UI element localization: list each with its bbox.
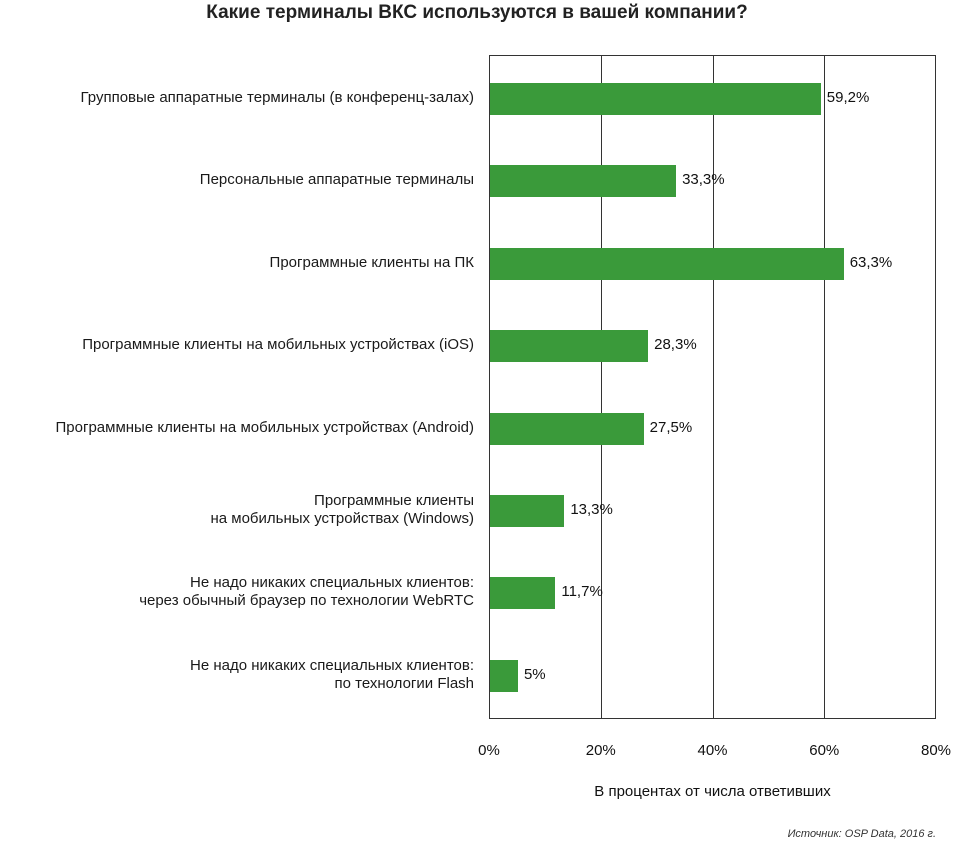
gridline — [712, 56, 714, 718]
category-label-line: Программные клиенты на мобильных устройс… — [55, 418, 474, 436]
data-label: 11,7% — [561, 583, 603, 601]
x-tick-label: 20% — [585, 742, 616, 759]
category-label: Персональные аппаратные терминалы — [0, 171, 474, 189]
category-label: Программные клиенты на мобильных устройст… — [0, 492, 474, 528]
category-label: Не надо никаких специальных клиентов: по … — [0, 657, 474, 693]
data-label: 63,3% — [849, 253, 893, 271]
gridline — [600, 56, 602, 718]
category-label-line: по технологии Flash — [334, 674, 474, 692]
category-label-line: Программные клиенты на ПК — [269, 253, 474, 271]
data-label: 59,2% — [826, 89, 870, 106]
x-tick-label: 0% — [478, 742, 500, 759]
x-axis-label: В процентах от числа ответивших — [594, 783, 831, 800]
bar — [490, 412, 644, 445]
data-label: 13,3% — [570, 501, 613, 518]
data-label: 5% — [523, 665, 546, 683]
category-label-line: Не надо никаких специальных клиентов: — [190, 574, 474, 592]
category-label-line: Программные клиенты — [314, 492, 474, 509]
category-label: Программные клиенты на ПК — [0, 254, 474, 272]
data-label: 33,3% — [682, 171, 725, 189]
category-label-line: Персональные аппаратные терминалы — [199, 171, 474, 189]
bar — [490, 330, 649, 363]
category-label: Не надо никаких специальных клиентов: чер… — [0, 574, 474, 610]
x-tick-label: 40% — [697, 742, 728, 759]
gridline — [824, 56, 826, 718]
bar — [490, 83, 821, 115]
x-tick-label: 60% — [809, 742, 840, 759]
bar — [490, 659, 518, 692]
category-label-line: Программные клиенты на мобильных устройс… — [82, 336, 474, 354]
category-label-line: через обычный браузер по технологии WebR… — [139, 592, 474, 610]
category-label: Программные клиенты на мобильных устройс… — [0, 419, 474, 437]
category-label-line: Групповые аппаратные терминалы (в конфер… — [80, 89, 474, 106]
bar — [490, 495, 565, 527]
plot-area: 59,2% 33,3% 63,3% 28,3% 27,5% 13,3% 11,7% 5% — [489, 55, 936, 719]
data-label: 28,3% — [654, 336, 697, 354]
x-tick-label: 80% — [920, 742, 952, 759]
data-label: 27,5% — [649, 418, 693, 436]
bar — [490, 247, 844, 280]
category-label: Программные клиенты на мобильных устройс… — [0, 336, 474, 354]
category-label-line: на мобильных устройствах (Windows) — [210, 510, 474, 527]
bar — [490, 165, 677, 198]
chart-title: Какие терминалы ВКС используются в вашей… — [206, 2, 748, 23]
bar — [490, 577, 556, 610]
category-label: Групповые аппаратные терминалы (в конфер… — [0, 89, 474, 107]
category-label-line: Не надо никаких специальных клиентов: — [190, 656, 474, 674]
source-note: Источник: OSP Data, 2016 г. — [787, 828, 936, 840]
